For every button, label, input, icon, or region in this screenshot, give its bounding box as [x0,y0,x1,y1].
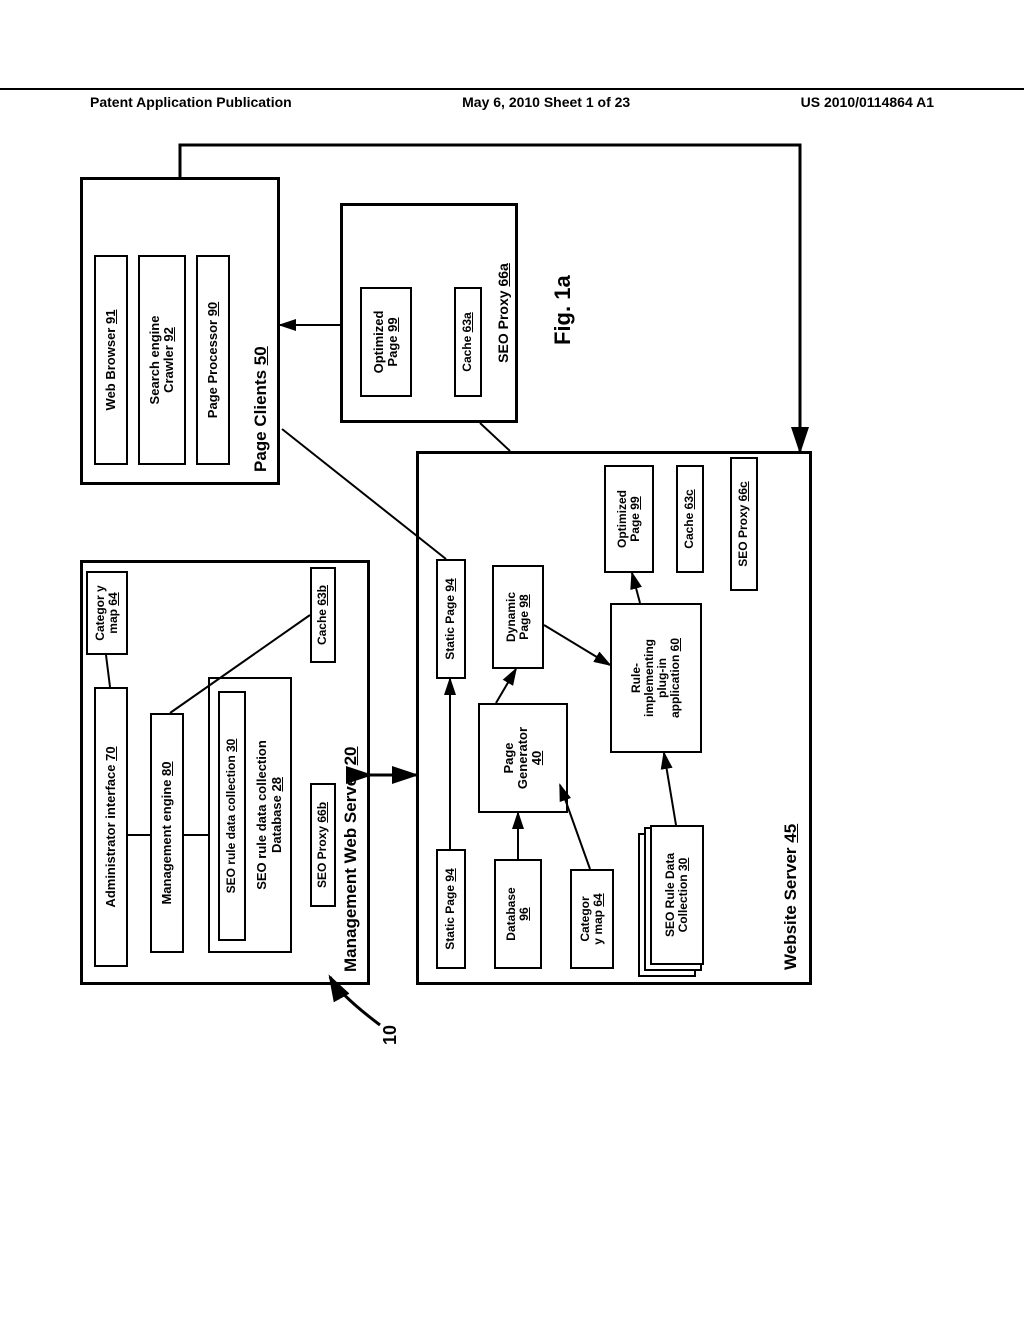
opt-page-ws: Optimized Page 99 [604,465,654,573]
cache-a: Cache 63a [454,287,482,397]
static-page-mid: Static Page 94 [436,559,466,679]
search-crawler: Search engine Crawler 92 [138,255,186,465]
static-page-left: Static Page 94 [436,849,466,969]
diagram: Management Web Server 20 Administrator i… [145,186,880,1050]
header-right: US 2010/0114864 A1 [711,94,1024,118]
header-left: Patent Application Publication [0,94,382,118]
page-header: Patent Application Publication May 6, 20… [0,88,1024,118]
page-generator: Page Generator 40 [478,703,568,813]
opt-page-a: Optimized Page 99 [360,287,412,397]
dynamic-page: Dynamic Page 98 [492,565,544,669]
cache-c: Cache 63c [676,465,704,573]
figure-label: Fig. 1a [550,275,576,345]
seo-collection-ws: SEO Rule Data Collection 30 [650,825,704,965]
category-map-mgmt: Categor y map 64 [86,571,128,655]
category-map-ws: Categor y map 64 [570,869,614,969]
page-processor: Page Processor 90 [196,255,230,465]
header-center: May 6, 2010 Sheet 1 of 23 [462,94,630,118]
seo-collection-mgmt: SEO rule data collection 30 [218,691,246,941]
database: Database 96 [494,859,542,969]
cache-b: Cache 63b [310,567,336,663]
mgmt-engine: Management engine 80 [150,713,184,953]
system-ref: 10 [380,1025,401,1045]
plugin-app: Rule- implementing plug-in application 6… [610,603,702,753]
web-browser: Web Browser 91 [94,255,128,465]
admin-interface: Administrator interface 70 [94,687,128,967]
seo-proxy-c: SEO Proxy 66c [730,457,758,591]
seo-proxy-b: SEO Proxy 66b [310,783,336,907]
